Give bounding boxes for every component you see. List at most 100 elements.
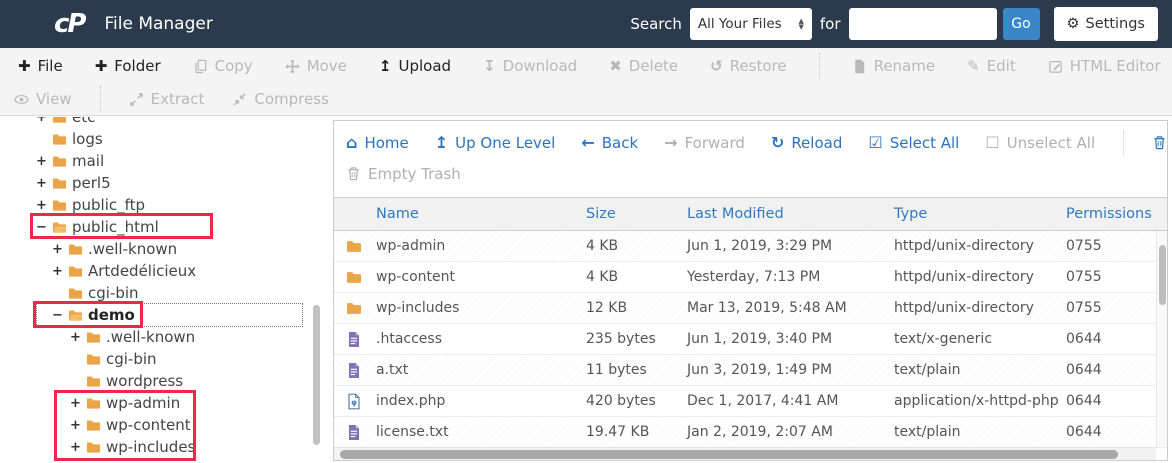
settings-button[interactable]: ⚙ Settings: [1053, 7, 1158, 41]
table-row-index-php[interactable]: index.php 420 bytes Dec 1, 2017, 4:41 AM…: [334, 386, 1167, 417]
horizontal-scrollbar-thumb[interactable]: [340, 450, 1118, 459]
tree-item-well-known[interactable]: + .well-known: [52, 240, 178, 258]
expand-icon[interactable]: +: [70, 417, 81, 433]
extract-button[interactable]: Extract: [129, 90, 204, 108]
pencil-icon: ✎: [967, 57, 980, 75]
folder-icon: [85, 330, 102, 345]
table-vertical-scrollbar[interactable]: [1156, 231, 1167, 447]
back-button[interactable]: ← Back: [581, 133, 639, 152]
column-header-permissions[interactable]: Permissions: [1066, 206, 1152, 222]
upload-button[interactable]: ↥ Upload: [378, 57, 452, 75]
tree-item-cgi-bin-demo[interactable]: cgi-bin: [0, 348, 330, 370]
html-editor-button[interactable]: HTML Editor: [1048, 57, 1161, 75]
expand-icon[interactable]: +: [70, 439, 81, 455]
tree-item-public-html[interactable]: − public_html: [36, 218, 159, 236]
upload-icon: ↥: [378, 57, 392, 75]
tree-item-artdedelicieux[interactable]: + Artdedélicieux: [52, 262, 197, 280]
collapse-icon[interactable]: −: [52, 307, 63, 323]
directory-tree-sidebar: + etc logs + mail + perl5 + public_ftp −: [0, 117, 330, 463]
home-button[interactable]: ⌂ Home: [346, 133, 409, 152]
download-button[interactable]: ↧ Download: [483, 57, 578, 75]
rename-button[interactable]: Rename: [852, 57, 935, 75]
toolbar-divider: [818, 53, 820, 79]
folder-icon: [346, 238, 362, 255]
checkbox-checked-icon: ☑: [868, 133, 883, 152]
tree-item-public-ftp[interactable]: + public_ftp: [36, 196, 146, 214]
search-input[interactable]: [848, 8, 997, 40]
expand-icon[interactable]: +: [52, 241, 63, 257]
search-scope-value: All Your Files: [697, 16, 782, 32]
delete-button[interactable]: ✖ Delete: [609, 57, 679, 75]
toolbar-divider: [99, 86, 101, 112]
forward-button[interactable]: → Forward: [664, 133, 745, 152]
expand-icon[interactable]: +: [36, 197, 47, 213]
restore-button[interactable]: ↺ Restore: [710, 57, 787, 75]
folder-icon: [67, 286, 84, 301]
eye-icon: [14, 92, 29, 107]
tree-item-wp-admin[interactable]: + wp-admin: [70, 394, 181, 412]
folder-open-icon: [67, 308, 84, 323]
text-file-icon: [346, 362, 362, 379]
actions-divider: [1123, 130, 1125, 155]
tree-item-etc[interactable]: + etc: [0, 117, 330, 128]
table-header-row: Name Size Last Modified Type Permissions: [334, 198, 1167, 231]
unselect-all-button[interactable]: ☐ Unselect All: [985, 133, 1096, 152]
table-row-htaccess[interactable]: .htaccess 235 bytes Jun 1, 2019, 3:40 PM…: [334, 324, 1167, 355]
tree-item-logs[interactable]: logs: [0, 128, 330, 150]
copy-button[interactable]: Copy: [193, 57, 253, 75]
file-button[interactable]: ✚ File: [18, 57, 63, 75]
tree-item-perl5[interactable]: + perl5: [36, 174, 111, 192]
table-row-a-txt[interactable]: a.txt 11 bytes Jun 3, 2019, 1:49 PM text…: [334, 355, 1167, 386]
reload-button[interactable]: ↻ Reload: [770, 133, 843, 152]
tree-item-well-known-demo[interactable]: + .well-known: [70, 328, 196, 346]
compress-button[interactable]: Compress: [232, 90, 329, 108]
empty-trash-button[interactable]: Empty Trash: [346, 165, 461, 183]
compress-icon: [232, 92, 247, 107]
tree-item-wp-includes[interactable]: + wp-includes: [70, 438, 196, 456]
table-horizontal-scrollbar[interactable]: [334, 447, 1156, 460]
expand-icon[interactable]: +: [36, 153, 47, 169]
tree-item-mail[interactable]: + mail: [36, 152, 105, 170]
expand-icon[interactable]: +: [36, 117, 47, 125]
column-header-last-modified[interactable]: Last Modified: [687, 206, 784, 222]
expand-icon[interactable]: +: [70, 395, 81, 411]
restore-icon: ↺: [710, 57, 723, 75]
tree-item-cgi-bin[interactable]: cgi-bin: [0, 282, 330, 304]
folder-open-icon: [51, 220, 68, 235]
move-icon: [285, 59, 300, 74]
tree-item-demo[interactable]: − demo: [52, 306, 135, 324]
folder-icon: [346, 300, 362, 317]
tree-item-wp-content[interactable]: + wp-content: [70, 416, 191, 434]
file-icon: [852, 59, 867, 74]
back-arrow-icon: ←: [581, 133, 595, 152]
view-button[interactable]: View: [14, 90, 72, 108]
folder-icon: [67, 242, 84, 257]
collapse-icon[interactable]: −: [36, 219, 47, 235]
folder-button[interactable]: ✚ Folder: [94, 57, 161, 75]
search-scope-select[interactable]: All Your Files ▲ ▼: [689, 8, 812, 40]
edit-button[interactable]: ✎ Edit: [967, 57, 1016, 75]
up-one-level-button[interactable]: ↥ Up One Level: [434, 133, 556, 152]
move-button[interactable]: Move: [285, 57, 347, 75]
go-button[interactable]: Go: [1002, 8, 1040, 40]
delete-icon: ✖: [609, 57, 622, 75]
trash-icon: [1152, 135, 1167, 150]
folder-icon: [85, 352, 102, 367]
table-row-wp-content[interactable]: wp-content 4 KB Yesterday, 7:13 PM httpd…: [334, 262, 1167, 293]
column-header-name[interactable]: Name: [376, 206, 419, 222]
table-row-wp-admin[interactable]: wp-admin 4 KB Jun 1, 2019, 3:29 PM httpd…: [334, 231, 1167, 262]
table-row-license-txt[interactable]: license.txt 19.47 KB Jan 2, 2019, 2:07 A…: [334, 417, 1167, 448]
actions-row-2: Empty Trash: [346, 158, 1155, 189]
folder-icon: [85, 374, 102, 389]
expand-icon[interactable]: +: [52, 263, 63, 279]
column-header-size[interactable]: Size: [586, 206, 616, 222]
select-all-button[interactable]: ☑ Select All: [868, 133, 960, 152]
table-row-wp-includes[interactable]: wp-includes 12 KB Mar 13, 2019, 5:48 AM …: [334, 293, 1167, 324]
column-header-type[interactable]: Type: [894, 206, 928, 222]
expand-icon[interactable]: +: [70, 329, 81, 345]
vertical-scrollbar-thumb[interactable]: [1159, 245, 1166, 305]
tree-item-wordpress[interactable]: wordpress: [0, 370, 330, 392]
view-trash-button[interactable]: View Trash: [1152, 134, 1172, 152]
sidebar-scrollbar-thumb[interactable]: [313, 305, 320, 445]
expand-icon[interactable]: +: [36, 175, 47, 191]
